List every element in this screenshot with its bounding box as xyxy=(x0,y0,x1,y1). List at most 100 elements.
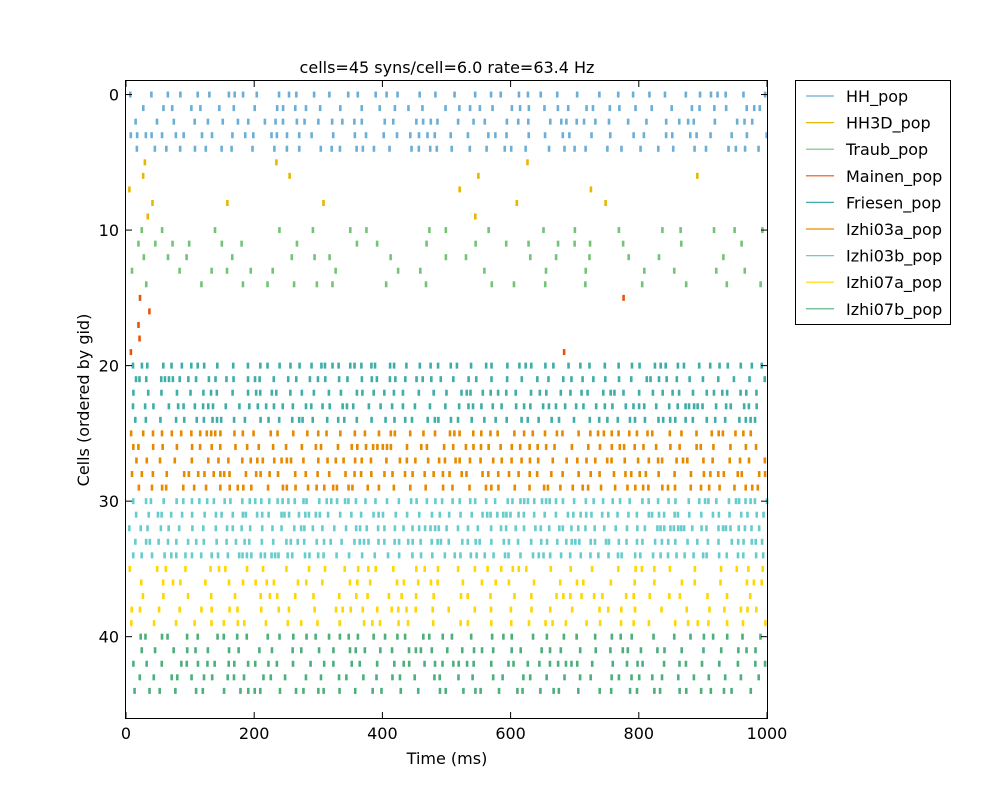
spike-mark xyxy=(520,376,524,383)
spike-mark xyxy=(321,579,324,586)
spike-mark xyxy=(185,647,189,654)
spike-mark xyxy=(520,416,523,423)
spike-mark xyxy=(540,498,544,505)
spike-mark xyxy=(225,525,229,532)
spike-mark xyxy=(242,620,246,627)
spike-mark xyxy=(725,633,729,640)
spike-mark xyxy=(441,471,445,478)
spike-mark xyxy=(647,498,650,505)
spike-mark xyxy=(443,457,447,464)
spike-mark xyxy=(459,620,462,627)
spike-mark xyxy=(509,620,513,627)
spike-mark xyxy=(757,145,760,152)
spike-mark xyxy=(414,457,417,464)
spike-mark xyxy=(276,498,279,505)
spike-mark xyxy=(227,457,230,464)
spike-mark xyxy=(293,105,297,112)
spike-mark xyxy=(331,281,334,288)
spike-mark xyxy=(177,525,181,532)
spike-mark xyxy=(416,687,420,694)
spike-mark xyxy=(613,389,616,396)
spike-mark xyxy=(680,647,683,654)
spike-mark xyxy=(407,660,411,667)
spike-marks xyxy=(128,91,769,694)
spike-mark xyxy=(485,145,488,152)
spike-mark xyxy=(193,145,197,152)
spike-mark xyxy=(379,403,382,410)
spike-mark xyxy=(449,132,453,139)
spike-mark xyxy=(515,199,519,206)
spike-mark xyxy=(526,118,530,125)
spike-mark xyxy=(661,389,664,396)
spike-mark xyxy=(231,389,234,396)
spike-mark xyxy=(358,538,362,545)
spike-mark xyxy=(359,511,363,518)
spike-mark xyxy=(370,416,373,423)
spike-mark xyxy=(563,403,567,410)
spike-mark xyxy=(369,457,373,464)
spike-mark xyxy=(451,484,454,491)
spike-mark xyxy=(397,552,401,559)
spike-mark xyxy=(584,525,587,532)
spike-mark xyxy=(561,471,564,478)
spike-mark xyxy=(577,430,580,437)
spike-mark xyxy=(544,362,547,369)
spike-mark xyxy=(410,416,414,423)
spike-mark xyxy=(338,633,342,640)
spike-mark xyxy=(628,687,632,694)
spike-mark xyxy=(191,525,194,532)
spike-mark xyxy=(524,362,527,369)
spike-mark xyxy=(690,105,694,112)
spike-mark xyxy=(548,498,551,505)
spike-mark xyxy=(392,389,396,396)
spike-mark xyxy=(445,525,448,532)
spike-mark xyxy=(621,647,625,654)
spike-mark xyxy=(259,471,262,478)
spike-mark xyxy=(417,145,421,152)
spike-mark xyxy=(547,145,551,152)
spike-mark xyxy=(745,579,749,586)
spike-mark xyxy=(450,633,454,640)
spike-mark xyxy=(278,687,282,694)
spike-mark xyxy=(218,105,221,112)
spike-mark xyxy=(243,132,247,139)
spike-mark xyxy=(314,443,318,450)
spike-mark xyxy=(680,430,683,437)
spike-mark xyxy=(465,471,468,478)
spike-mark xyxy=(537,552,541,559)
spike-mark xyxy=(379,647,382,654)
x-tick-label: 200 xyxy=(239,724,270,743)
spike-mark xyxy=(305,498,308,505)
spike-mark xyxy=(148,687,151,694)
spike-mark xyxy=(712,443,715,450)
spike-mark xyxy=(292,525,296,532)
spike-mark xyxy=(697,362,701,369)
spike-mark xyxy=(161,579,165,586)
spike-mark xyxy=(283,674,287,681)
spike-mark xyxy=(137,484,141,491)
spike-mark xyxy=(372,511,375,518)
spike-mark xyxy=(326,457,329,464)
spike-mark xyxy=(374,91,377,98)
spike-mark xyxy=(577,687,580,694)
spike-mark xyxy=(490,281,494,288)
spike-mark xyxy=(737,647,740,654)
spike-mark xyxy=(245,552,249,559)
spike-mark xyxy=(747,457,751,464)
plot-frame xyxy=(125,80,768,719)
spike-mark xyxy=(603,403,607,410)
spike-mark xyxy=(241,511,245,518)
spike-mark xyxy=(295,240,299,247)
spike-mark xyxy=(399,687,403,694)
spike-mark xyxy=(733,227,736,234)
spike-mark xyxy=(593,457,597,464)
spike-mark xyxy=(675,376,679,383)
spike-mark xyxy=(557,525,561,532)
spike-mark xyxy=(272,376,276,383)
spike-mark xyxy=(270,389,274,396)
spike-mark xyxy=(163,376,167,383)
spike-mark xyxy=(743,145,747,152)
spike-mark xyxy=(744,389,748,396)
spike-mark xyxy=(358,660,362,667)
spike-mark xyxy=(557,416,561,423)
